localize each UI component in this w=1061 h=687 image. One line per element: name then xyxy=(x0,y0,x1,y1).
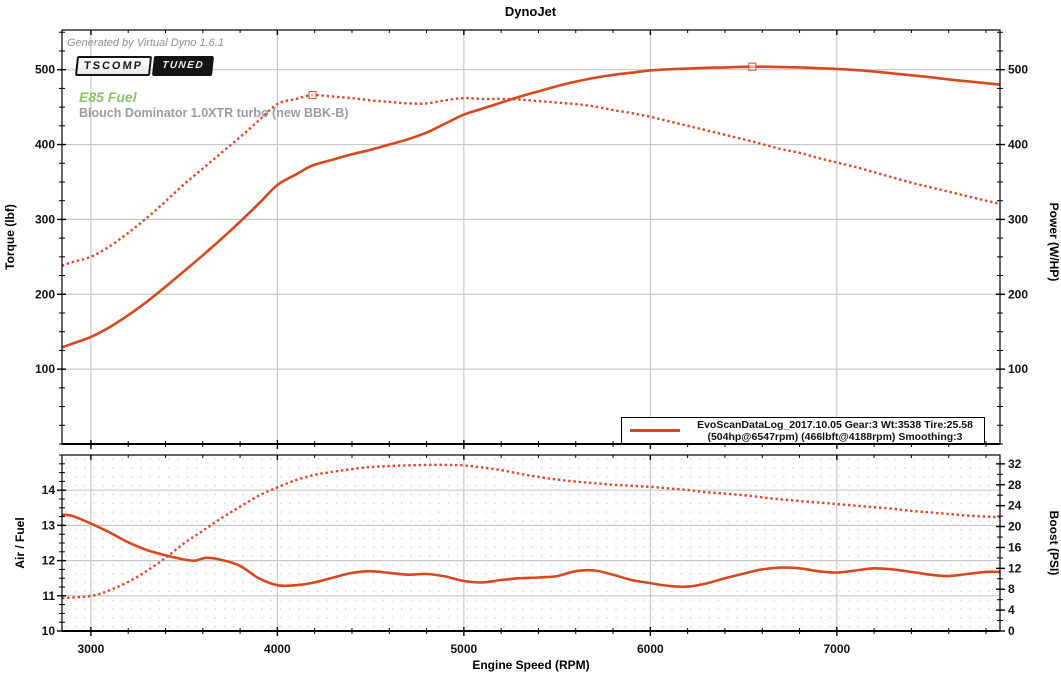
bottom-chart-left-tick-label: 11 xyxy=(42,589,55,603)
setup-annotation: Blouch Dominator 1.0XTR turbo (new BBK-B… xyxy=(79,106,349,120)
top-chart-right-tick-label: 500 xyxy=(1008,63,1028,77)
bottom-chart-x-tick-label: 4000 xyxy=(264,642,291,656)
bottom-chart-right-tick-label: 20 xyxy=(1008,520,1022,534)
top-chart-series-0-curve xyxy=(61,65,1001,349)
bottom-chart-right-tick-label: 24 xyxy=(1008,499,1022,513)
bottom-chart-x-tick-label: 5000 xyxy=(451,642,478,656)
bottom-chart-right-tick-label: 0 xyxy=(1008,624,1015,638)
tuner-logo-secondary: TUNED xyxy=(152,56,215,76)
top-chart-left-axis-title: Torque (lbf) xyxy=(3,204,17,270)
run-legend: EvoScanDataLog_2017.10.05 Gear:3 Wt:3538… xyxy=(621,417,985,444)
top-chart-right-tick-label: 100 xyxy=(1008,362,1028,376)
bottom-chart-x-tick-label: 6000 xyxy=(637,642,664,656)
top-chart-left-tick-label: 200 xyxy=(35,287,55,301)
bottom-chart-right-tick-label: 8 xyxy=(1008,582,1015,596)
top-chart-grid xyxy=(62,30,1000,444)
bottom-chart-right-tick-label: 4 xyxy=(1008,603,1015,617)
tuner-logo: TSCOMP TUNED xyxy=(74,56,215,76)
legend-peaks-info: (504hp@6547rpm) (466lbft@4188rpm) Smooth… xyxy=(707,430,963,443)
bottom-chart-right-tick-label: 32 xyxy=(1008,457,1022,471)
top-chart-series-1-peak-marker xyxy=(308,91,317,100)
top-chart-left-tick-label: 300 xyxy=(35,212,55,226)
top-chart-left-tick-label: 500 xyxy=(35,63,55,77)
bottom-chart-left-tick-label: 14 xyxy=(42,483,56,497)
top-chart-right-tick-label: 200 xyxy=(1008,287,1028,301)
fuel-annotation: E85 Fuel xyxy=(79,89,137,105)
bottom-chart-left-tick-label: 12 xyxy=(42,554,56,568)
bottom-chart: 10 11 12 13 14 0 4 8 12 16 20 24 28 32 3000 4000 5000 600… xyxy=(13,454,1061,672)
legend-text: EvoScanDataLog_2017.10.05 Gear:3 Wt:3538… xyxy=(686,419,984,443)
page-title: DynoJet xyxy=(504,4,557,19)
legend-line-swatch xyxy=(630,429,680,432)
top-chart-left-tick-label: 100 xyxy=(35,362,55,376)
bottom-chart-right-tick-label: 16 xyxy=(1008,540,1022,554)
top-chart-right-tick-label: 300 xyxy=(1008,212,1028,226)
top-chart: 100 200 300 400 500 100 200 300 400 500 Torque (lb… xyxy=(3,29,1061,449)
bottom-chart-x-tick-label: 7000 xyxy=(823,642,850,656)
top-chart-right-axis-title: Power (W/HP) xyxy=(1047,203,1061,282)
top-chart-series-1-curve xyxy=(61,93,1001,267)
bottom-chart-x-tick-label: 3000 xyxy=(78,642,105,656)
bottom-chart-left-axis-title: Air / Fuel xyxy=(13,517,27,568)
bottom-chart-series-0-curve xyxy=(61,513,1001,589)
bottom-chart-left-tick-label: 10 xyxy=(42,624,56,638)
generated-by-note: Generated by Virtual Dyno 1.6.1 xyxy=(67,37,224,49)
tuner-logo-primary: TSCOMP xyxy=(74,56,153,76)
bottom-chart-right-tick-label: 28 xyxy=(1008,478,1022,492)
bottom-chart-ticks: 10 11 12 13 14 0 4 8 12 16 20 24 28 32 3000 4000 5000 600… xyxy=(42,454,1022,672)
top-chart-series-0-peak-marker xyxy=(748,62,757,71)
bottom-chart-right-axis-title: Boost (PSI) xyxy=(1047,511,1061,576)
bottom-chart-series-1-curve xyxy=(61,463,1001,600)
legend-run-info: EvoScanDataLog_2017.10.05 Gear:3 Wt:3538… xyxy=(697,418,973,431)
top-chart-left-tick-label: 400 xyxy=(35,138,55,152)
bottom-chart-right-tick-label: 12 xyxy=(1008,561,1022,575)
bottom-chart-grid xyxy=(62,455,1000,631)
top-chart-right-tick-label: 400 xyxy=(1008,138,1028,152)
x-axis-title: Engine Speed (RPM) xyxy=(472,658,589,672)
top-chart-ticks: 100 200 300 400 500 100 200 300 400 500 xyxy=(35,30,1028,449)
bottom-chart-left-tick-label: 13 xyxy=(42,518,56,532)
